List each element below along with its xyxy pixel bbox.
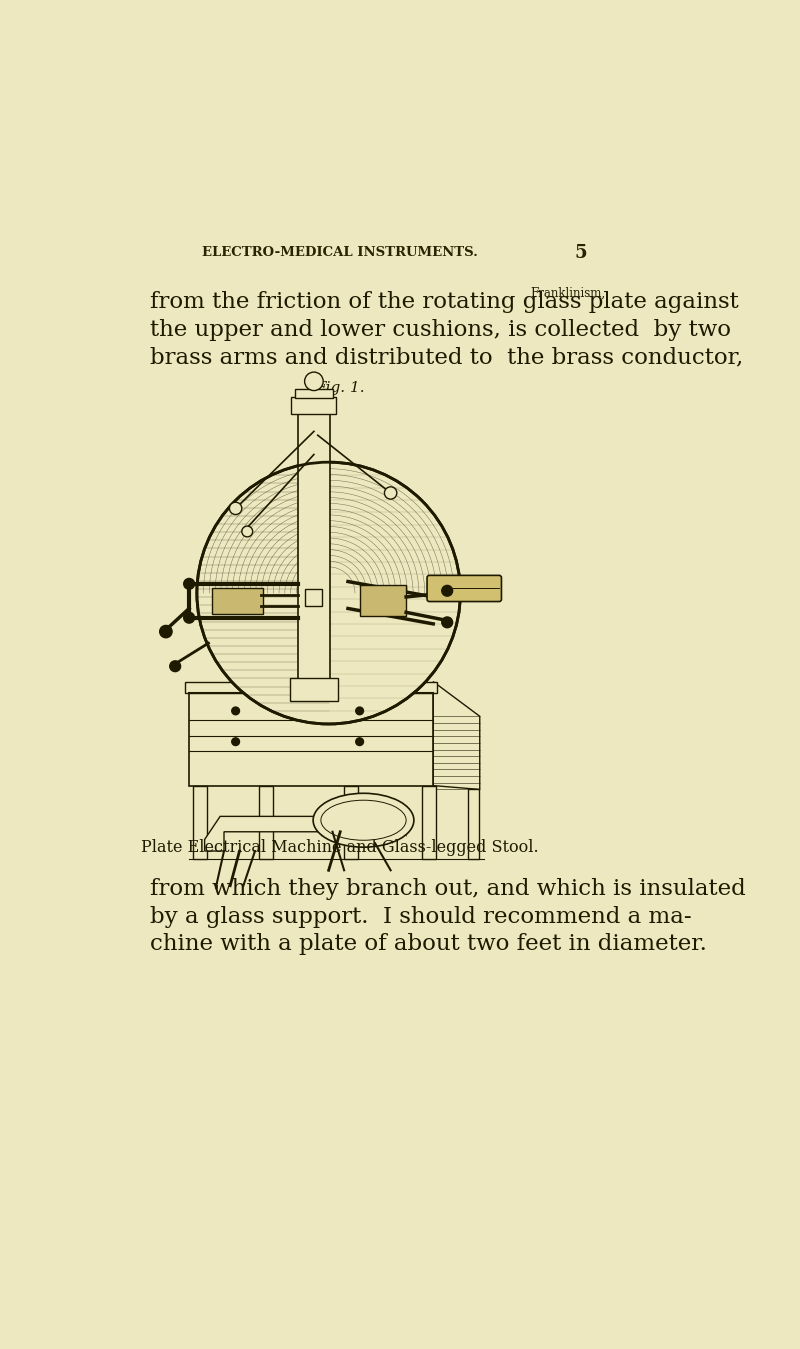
Text: from the friction of the rotating glass plate against: from the friction of the rotating glass …	[150, 291, 739, 313]
Bar	[212, 588, 262, 614]
Polygon shape	[205, 816, 340, 851]
Ellipse shape	[313, 793, 414, 847]
Circle shape	[232, 738, 239, 746]
Circle shape	[197, 463, 460, 724]
Text: brass arms and distributed to  the brass conductor,: brass arms and distributed to the brass …	[150, 347, 744, 368]
Circle shape	[385, 487, 397, 499]
Bar	[193, 785, 207, 859]
Text: by a glass support.  I should recommend a ma-: by a glass support. I should recommend a…	[150, 905, 692, 928]
Polygon shape	[434, 681, 480, 789]
Ellipse shape	[321, 800, 406, 840]
Bar	[291, 397, 336, 414]
Text: the upper and lower cushions, is collected  by two: the upper and lower cushions, is collect…	[150, 318, 731, 341]
FancyBboxPatch shape	[427, 576, 502, 602]
Bar	[290, 677, 338, 701]
Circle shape	[356, 707, 363, 715]
Text: Plate Electrical Machine and Glass-legged Stool.: Plate Electrical Machine and Glass-legge…	[142, 839, 539, 857]
Text: 5: 5	[574, 244, 587, 262]
Circle shape	[160, 626, 172, 638]
Text: from which they branch out, and which is insulated: from which they branch out, and which is…	[150, 878, 746, 900]
Bar	[360, 585, 406, 616]
Circle shape	[442, 585, 453, 596]
Text: chine with a plate of about two feet in diameter.: chine with a plate of about two feet in …	[150, 934, 707, 955]
Circle shape	[230, 502, 242, 514]
Bar	[306, 590, 322, 606]
Circle shape	[305, 372, 323, 391]
Circle shape	[184, 612, 194, 623]
Bar	[295, 389, 333, 398]
Bar	[422, 785, 435, 859]
Bar	[468, 789, 479, 859]
Bar	[189, 693, 434, 785]
Circle shape	[184, 579, 194, 590]
Circle shape	[356, 738, 363, 746]
Text: Franklinism,: Franklinism,	[530, 286, 606, 299]
Text: ELECTRO-MEDICAL INSTRUMENTS.: ELECTRO-MEDICAL INSTRUMENTS.	[202, 247, 478, 259]
Circle shape	[242, 526, 253, 537]
Circle shape	[170, 661, 181, 672]
Circle shape	[232, 707, 239, 715]
Bar	[259, 785, 273, 859]
Bar	[298, 413, 330, 697]
Circle shape	[442, 616, 453, 627]
Bar	[186, 681, 437, 693]
Text: Fig. 1.: Fig. 1.	[315, 382, 365, 395]
Bar	[344, 785, 358, 859]
